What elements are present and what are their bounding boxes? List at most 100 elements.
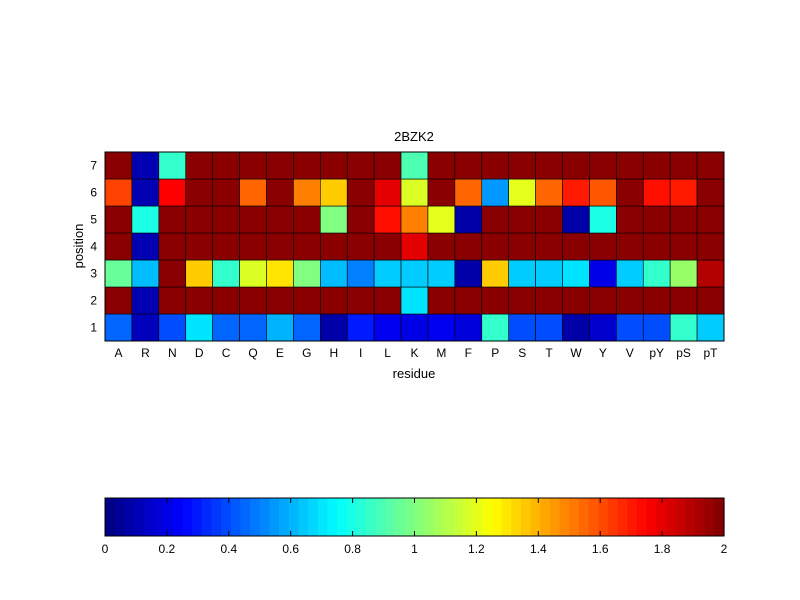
heatmap-cell — [158, 313, 187, 342]
colorbar-swatch — [337, 498, 348, 536]
x-tick-label: I — [359, 346, 362, 360]
heatmap-cell — [589, 259, 617, 288]
colorbar-swatch — [433, 498, 445, 536]
x-tick-label: F — [465, 346, 472, 360]
heatmap-cell — [373, 151, 402, 180]
heatmap-cell — [400, 205, 429, 234]
heatmap-cell — [535, 232, 563, 261]
heatmap-cell — [508, 286, 536, 315]
heatmap-cell — [266, 313, 294, 342]
y-axis-ticks: 1 2 3 4 5 6 7 — [90, 159, 97, 335]
heatmap-cell — [158, 259, 187, 288]
heatmap-cell — [212, 205, 240, 234]
heatmap-cell — [535, 205, 563, 234]
heatmap-cell — [293, 313, 321, 342]
heatmap-cell — [346, 286, 375, 315]
x-tick-label: T — [545, 346, 553, 360]
heatmap-cell — [562, 205, 590, 234]
heatmap-cell — [104, 259, 133, 288]
heatmap-cell — [535, 313, 563, 342]
heatmap-cell — [293, 286, 321, 315]
heatmap-cell — [373, 286, 402, 315]
heatmap-cell — [293, 178, 321, 207]
heatmap-cell — [616, 259, 644, 288]
colorbar-swatch — [598, 498, 609, 536]
colorbar-tick-label: 1.6 — [592, 542, 609, 556]
colorbar-swatch — [511, 498, 522, 536]
colorbar-swatch — [549, 498, 561, 536]
x-tick-label: S — [518, 346, 526, 360]
heatmap-cell — [454, 313, 483, 342]
heatmap-cell — [293, 151, 321, 180]
x-tick-label: R — [141, 346, 150, 360]
colorbar-swatch — [114, 498, 125, 536]
colorbar-swatch — [346, 498, 358, 536]
colorbar-swatch — [250, 498, 261, 536]
heatmap-cell — [373, 313, 402, 342]
heatmap-cell — [616, 286, 644, 315]
heatmap-cell — [266, 232, 294, 261]
colorbar-swatch — [588, 498, 599, 536]
heatmap-cell — [346, 232, 375, 261]
x-tick-label: pS — [676, 346, 691, 360]
colorbar-swatch — [704, 498, 715, 536]
y-tick-label: 7 — [90, 159, 97, 173]
heatmap-cell — [642, 151, 671, 180]
x-tick-label: M — [436, 346, 446, 360]
heatmap-cell — [185, 205, 213, 234]
x-tick-label: Q — [248, 346, 257, 360]
heatmap-cell — [481, 205, 509, 234]
heatmap-cell — [319, 259, 348, 288]
colorbar-swatch — [395, 498, 406, 536]
y-tick-label: 3 — [90, 267, 97, 281]
heatmap-cell — [562, 259, 590, 288]
heatmap-cell — [212, 286, 240, 315]
heatmap-cell — [185, 259, 213, 288]
heatmap-cell — [481, 178, 509, 207]
heatmap-cell — [642, 313, 671, 342]
x-tick-label: E — [276, 346, 284, 360]
colorbar-swatch — [163, 498, 174, 536]
colorbar-swatch — [105, 498, 116, 536]
y-axis-label: position — [71, 224, 86, 269]
heatmap-cell — [266, 178, 294, 207]
colorbar-tick-label: 0.4 — [220, 542, 237, 556]
colorbar-swatch — [569, 498, 580, 536]
heatmap-cell — [535, 151, 563, 180]
colorbar-swatch — [124, 498, 135, 536]
heatmap-cell — [669, 205, 698, 234]
colorbar-swatch — [375, 498, 387, 536]
y-tick-label: 4 — [90, 240, 97, 254]
heatmap-cell — [185, 151, 213, 180]
colorbar-swatch — [288, 498, 300, 536]
heatmap-cell — [293, 205, 321, 234]
colorbar-swatch — [656, 498, 667, 536]
colorbar-swatch — [269, 498, 280, 536]
heatmap-cell — [696, 151, 725, 180]
heatmap-cell — [696, 232, 725, 261]
colorbar-swatch — [153, 498, 164, 536]
colorbar-swatch — [201, 498, 212, 536]
heatmap-cell — [589, 151, 617, 180]
heatmap-cell — [427, 178, 456, 207]
colorbar-swatch — [385, 498, 396, 536]
colorbar-tick-label: 0.6 — [282, 542, 299, 556]
heatmap-cell — [131, 232, 160, 261]
heatmap-cell — [104, 313, 133, 342]
colorbar-swatch — [279, 498, 290, 536]
colorbar-swatch — [182, 498, 193, 536]
colorbar-swatch — [443, 498, 454, 536]
colorbar-swatch — [366, 498, 377, 536]
heatmap-cell — [373, 178, 402, 207]
heatmap-cell — [212, 151, 240, 180]
colorbar-swatch — [530, 498, 541, 536]
y-tick-label: 1 — [90, 321, 97, 335]
colorbar-swatch — [317, 498, 329, 536]
heatmap-cell — [562, 178, 590, 207]
colorbar-swatch — [356, 498, 367, 536]
colorbar-swatch — [143, 498, 154, 536]
colorbar-tick-label: 1 — [411, 542, 418, 556]
x-tick-label: A — [114, 346, 122, 360]
heatmap-cell — [131, 205, 160, 234]
